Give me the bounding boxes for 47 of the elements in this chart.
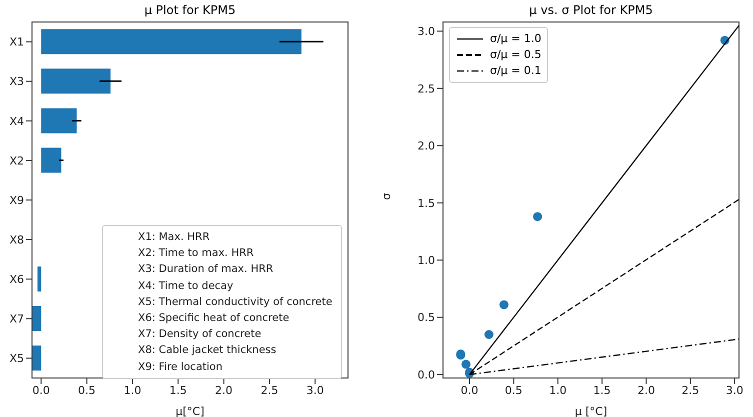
x-tick-label: 1.5 — [169, 384, 187, 397]
y-tick-label: 0.0 — [418, 368, 435, 382]
x-tick-label: 2.5 — [682, 384, 700, 397]
annotation: X7: Density of concrete — [137, 327, 262, 342]
y-tick-label: X1 — [9, 36, 24, 49]
legend-label: σ/μ = 0.5 — [490, 47, 542, 63]
annotation: X8: Cable jacket thickness — [137, 343, 278, 358]
y-tick-label: 1.0 — [418, 254, 435, 267]
annotation: X3: Duration of max. HRR — [137, 262, 274, 278]
y-tick-label: X8 — [9, 233, 24, 246]
x-tick-label: 2.5 — [260, 384, 278, 397]
annotation: X5: Thermal conductivity of concrete — [137, 294, 334, 310]
x-tick-label: 2.0 — [637, 384, 655, 397]
x-tick-label: 0.5 — [78, 384, 96, 397]
y-tick-label: 0.5 — [418, 311, 435, 324]
legend-label: σ/μ = 1.0 — [490, 31, 542, 47]
x-tick-label: 0.5 — [504, 384, 522, 397]
x-tick-label: 1.0 — [549, 384, 567, 397]
x-tick-label: 1.5 — [593, 384, 611, 397]
x-tick-label: 0.0 — [32, 384, 50, 397]
y-tick-label: X5 — [9, 352, 24, 366]
x-tick-label: 0.0 — [460, 384, 478, 397]
x-axis-title: μ[°C] — [176, 405, 204, 417]
annotation: X9: Fire location — [137, 360, 224, 375]
y-tick-label: X2 — [9, 154, 24, 168]
x-tick-label: 1.0 — [124, 384, 142, 397]
y-tick-label: 3.0 — [418, 25, 435, 38]
x-tick-label: 3.0 — [726, 384, 744, 397]
y-tick-label: X3 — [9, 75, 24, 88]
y-axis-title: σ — [380, 193, 393, 200]
y-tick-label: X6 — [9, 273, 24, 286]
y-tick-label: X4 — [9, 114, 24, 128]
annotation: X1: Max. HRR — [137, 230, 211, 245]
y-tick-label: 2.5 — [418, 82, 435, 96]
annotation: X4: Time to decay — [137, 278, 234, 294]
y-tick-label: X9 — [9, 194, 24, 207]
chart-title: μ vs. σ Plot for KPM5 — [528, 3, 654, 17]
annotation: X2: Time to max. HRR — [137, 246, 255, 262]
y-tick-label: 2.0 — [418, 140, 435, 153]
legend-label: σ/μ = 0.1 — [490, 63, 542, 79]
annotation: X6: Specific heat of concrete — [137, 311, 290, 326]
y-tick-label: X7 — [9, 312, 24, 326]
chart-title: μ Plot for KPM5 — [143, 3, 237, 17]
y-tick-label: 1.5 — [418, 196, 435, 210]
x-tick-label: 2.0 — [215, 384, 233, 397]
x-tick-label: 3.0 — [306, 384, 324, 397]
x-axis-title: μ [°C] — [574, 405, 608, 417]
